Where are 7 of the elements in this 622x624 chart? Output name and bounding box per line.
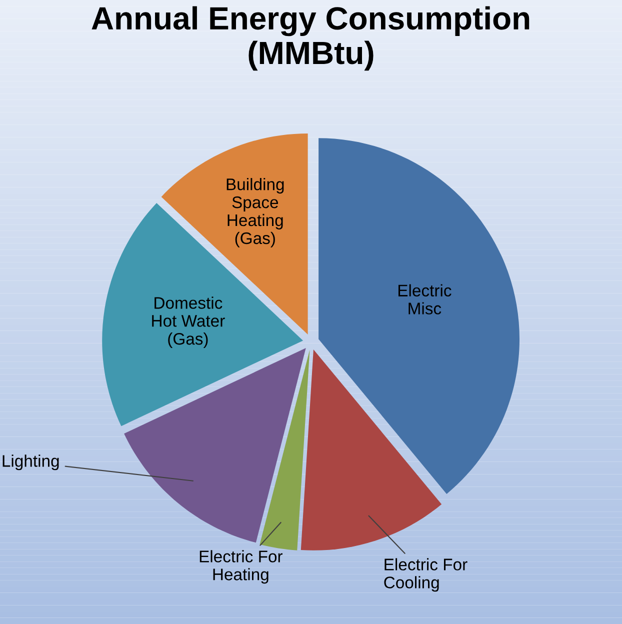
slice-label: Electric Misc bbox=[398, 284, 452, 314]
chart-title: Annual Energy Consumption (MMBtu) bbox=[92, 6, 530, 71]
slice-label: Building Space Heating (Gas) bbox=[226, 178, 284, 248]
slice-label: Domestic Hot Water (Gas) bbox=[152, 296, 225, 348]
slice-label: Electric For Heating bbox=[200, 550, 283, 584]
slice-label: Lighting bbox=[2, 454, 59, 470]
slice-label: Electric For Cooling bbox=[384, 558, 468, 592]
